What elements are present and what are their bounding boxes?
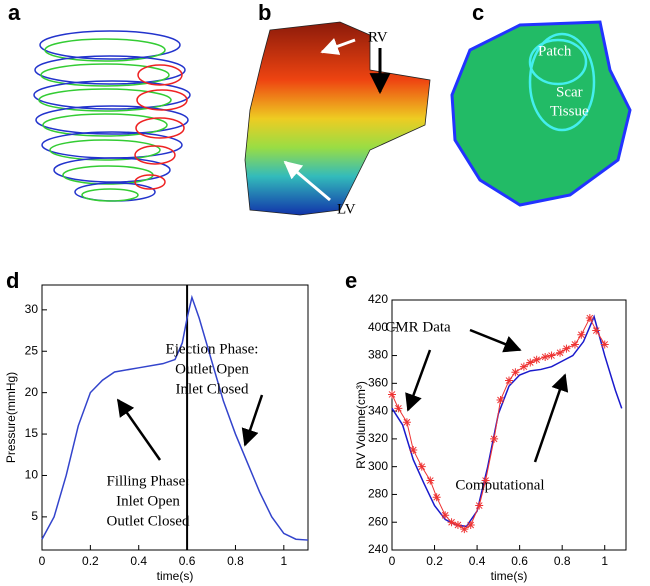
arrow bbox=[116, 398, 162, 461]
x-tick-label: 0.2 bbox=[82, 554, 99, 568]
data-point bbox=[505, 376, 513, 385]
y-tick-label: 20 bbox=[25, 385, 39, 399]
y-tick-label: 360 bbox=[368, 376, 388, 390]
model-label: Tissue bbox=[550, 103, 589, 119]
y-tick-label: 25 bbox=[25, 343, 39, 357]
plot-frame bbox=[391, 299, 627, 551]
arrow bbox=[533, 373, 569, 463]
data-point bbox=[511, 368, 520, 377]
x-tick-label: 0.4 bbox=[469, 554, 486, 568]
data-point bbox=[577, 330, 586, 339]
x-axis-label: time(s) bbox=[157, 569, 194, 583]
x-tick-label: 0.6 bbox=[511, 554, 528, 568]
y-axis-label: RV Volume(cm³) bbox=[354, 381, 368, 469]
y-axis-label: Pressure(mmHg) bbox=[4, 372, 18, 463]
data-point bbox=[541, 352, 550, 361]
x-tick-label: 0.2 bbox=[426, 554, 443, 568]
y-tick-label: 15 bbox=[25, 426, 39, 440]
y-tick-label: 260 bbox=[368, 514, 388, 528]
data-point bbox=[388, 390, 396, 399]
y-tick-label: 300 bbox=[368, 459, 388, 473]
data-point bbox=[519, 362, 528, 371]
y-tick-label: 280 bbox=[368, 487, 388, 501]
annotation: Inlet Closed bbox=[176, 381, 249, 397]
scar-outline bbox=[528, 32, 596, 132]
x-tick-label: 0.4 bbox=[130, 554, 147, 568]
model-label: LV bbox=[337, 201, 356, 217]
data-point bbox=[592, 326, 601, 335]
plot-frame bbox=[41, 284, 309, 551]
model-label: Scar bbox=[556, 84, 583, 100]
x-tick-label: 0 bbox=[39, 554, 46, 568]
annotation: CMR Data bbox=[385, 319, 451, 335]
data-point bbox=[409, 446, 418, 454]
panel-label: c bbox=[472, 0, 484, 25]
y-tick-label: 5 bbox=[31, 509, 38, 523]
data-point bbox=[453, 521, 462, 529]
data-point bbox=[562, 344, 571, 353]
data-point bbox=[556, 348, 565, 357]
series-line bbox=[391, 316, 606, 530]
data-point bbox=[441, 511, 450, 520]
data-point bbox=[394, 404, 403, 413]
panel-label: d bbox=[6, 268, 19, 293]
arrow bbox=[320, 38, 356, 55]
model-label: Patch bbox=[538, 43, 572, 59]
arrow bbox=[283, 160, 331, 202]
x-tick-label: 1 bbox=[280, 554, 287, 568]
y-tick-label: 240 bbox=[368, 542, 388, 556]
data-point bbox=[447, 518, 456, 527]
data-point bbox=[496, 396, 505, 404]
annotation: Inlet Open bbox=[116, 493, 180, 509]
y-tick-label: 420 bbox=[368, 292, 388, 306]
y-tick-label: 30 bbox=[25, 302, 39, 316]
data-point bbox=[526, 358, 535, 367]
x-tick-label: 0 bbox=[389, 554, 396, 568]
data-point bbox=[570, 340, 579, 349]
y-tick-label: 10 bbox=[25, 468, 39, 482]
data-point bbox=[466, 521, 475, 529]
x-tick-label: 0.8 bbox=[227, 554, 244, 568]
data-point bbox=[547, 351, 556, 360]
annotation: Ejection Phase: bbox=[166, 341, 259, 357]
data-point bbox=[426, 476, 435, 485]
y-tick-label: 340 bbox=[368, 403, 388, 417]
data-point bbox=[490, 434, 499, 443]
annotation: Computational bbox=[455, 477, 544, 493]
data-point bbox=[481, 476, 490, 485]
mesh-contours bbox=[33, 30, 191, 202]
data-point bbox=[600, 340, 609, 349]
x-tick-label: 1 bbox=[601, 554, 608, 568]
panel-label: b bbox=[258, 0, 271, 25]
x-tick-label: 0.6 bbox=[179, 554, 196, 568]
y-tick-label: 320 bbox=[368, 431, 388, 445]
model-label: RV bbox=[368, 29, 388, 45]
data-point bbox=[532, 355, 541, 364]
panel-label: e bbox=[345, 268, 357, 293]
data-point bbox=[475, 501, 484, 510]
y-tick-label: 400 bbox=[368, 320, 388, 334]
data-point bbox=[460, 525, 469, 534]
data-point bbox=[585, 314, 594, 323]
data-point bbox=[432, 493, 441, 502]
arrow bbox=[405, 349, 432, 412]
x-tick-label: 0.8 bbox=[554, 554, 571, 568]
arrow bbox=[241, 394, 264, 447]
series-line bbox=[41, 294, 309, 541]
annotation: Outlet Closed bbox=[107, 513, 190, 529]
data-point bbox=[402, 418, 411, 427]
annotation: Outlet Open bbox=[175, 361, 249, 377]
panel-label: a bbox=[8, 0, 21, 25]
arrow bbox=[469, 328, 522, 353]
y-tick-label: 380 bbox=[368, 348, 388, 362]
patch-outline bbox=[528, 38, 588, 86]
x-axis-label: time(s) bbox=[491, 569, 528, 583]
annotation: Filling Phase: bbox=[107, 473, 190, 489]
data-point bbox=[417, 462, 426, 471]
ventricle-model bbox=[244, 21, 431, 216]
series-line bbox=[391, 314, 623, 528]
